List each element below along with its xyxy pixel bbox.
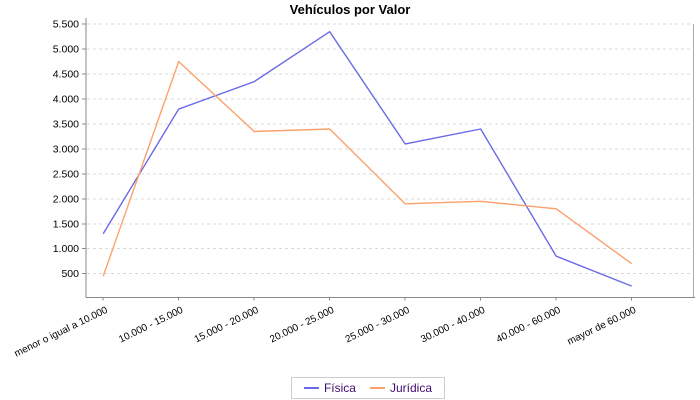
x-tick-label: menor o igual a 10.000 bbox=[13, 305, 110, 360]
y-tick-label: 1.500 bbox=[53, 218, 79, 230]
y-tick-label: 1.000 bbox=[53, 243, 79, 255]
legend-label-fisica: Física bbox=[323, 381, 356, 395]
legend-label-juridica: Jurídica bbox=[389, 381, 433, 395]
x-tick-label: 30.000 - 40.000 bbox=[419, 305, 487, 346]
y-tick-label: 500 bbox=[61, 268, 79, 280]
x-tick-label: 20.000 - 25.000 bbox=[268, 305, 336, 346]
y-tick-label: 5.000 bbox=[53, 44, 79, 56]
legend-item-juridica: Jurídica bbox=[369, 381, 433, 395]
x-tick-label: mayor de 60.000 bbox=[566, 305, 639, 348]
x-tick-label: 40.000 - 60.000 bbox=[495, 305, 563, 346]
x-tick-label: 25.000 - 30.000 bbox=[344, 305, 412, 346]
x-tick-label: 10.000 - 15.000 bbox=[117, 305, 185, 346]
fisica-line-swatch-icon bbox=[303, 387, 319, 389]
y-tick-label: 5.500 bbox=[53, 19, 79, 31]
y-tick-label: 4.000 bbox=[53, 94, 79, 106]
x-tick-label: 15.000 - 20.000 bbox=[193, 305, 261, 346]
y-tick-label: 3.500 bbox=[53, 119, 79, 131]
series-line-jurídica bbox=[102, 60, 633, 277]
y-tick-label: 2.000 bbox=[53, 193, 79, 205]
y-tick-label: 2.500 bbox=[53, 168, 79, 180]
legend: Física Jurídica bbox=[290, 377, 446, 399]
chart-title: Vehículos por Valor bbox=[289, 2, 411, 17]
legend-item-fisica: Física bbox=[303, 381, 356, 395]
series-line-física bbox=[102, 30, 632, 287]
y-tick-label: 3.000 bbox=[53, 143, 79, 155]
juridica-line-swatch-icon bbox=[369, 387, 385, 389]
y-tick-label: 4.500 bbox=[53, 69, 79, 81]
